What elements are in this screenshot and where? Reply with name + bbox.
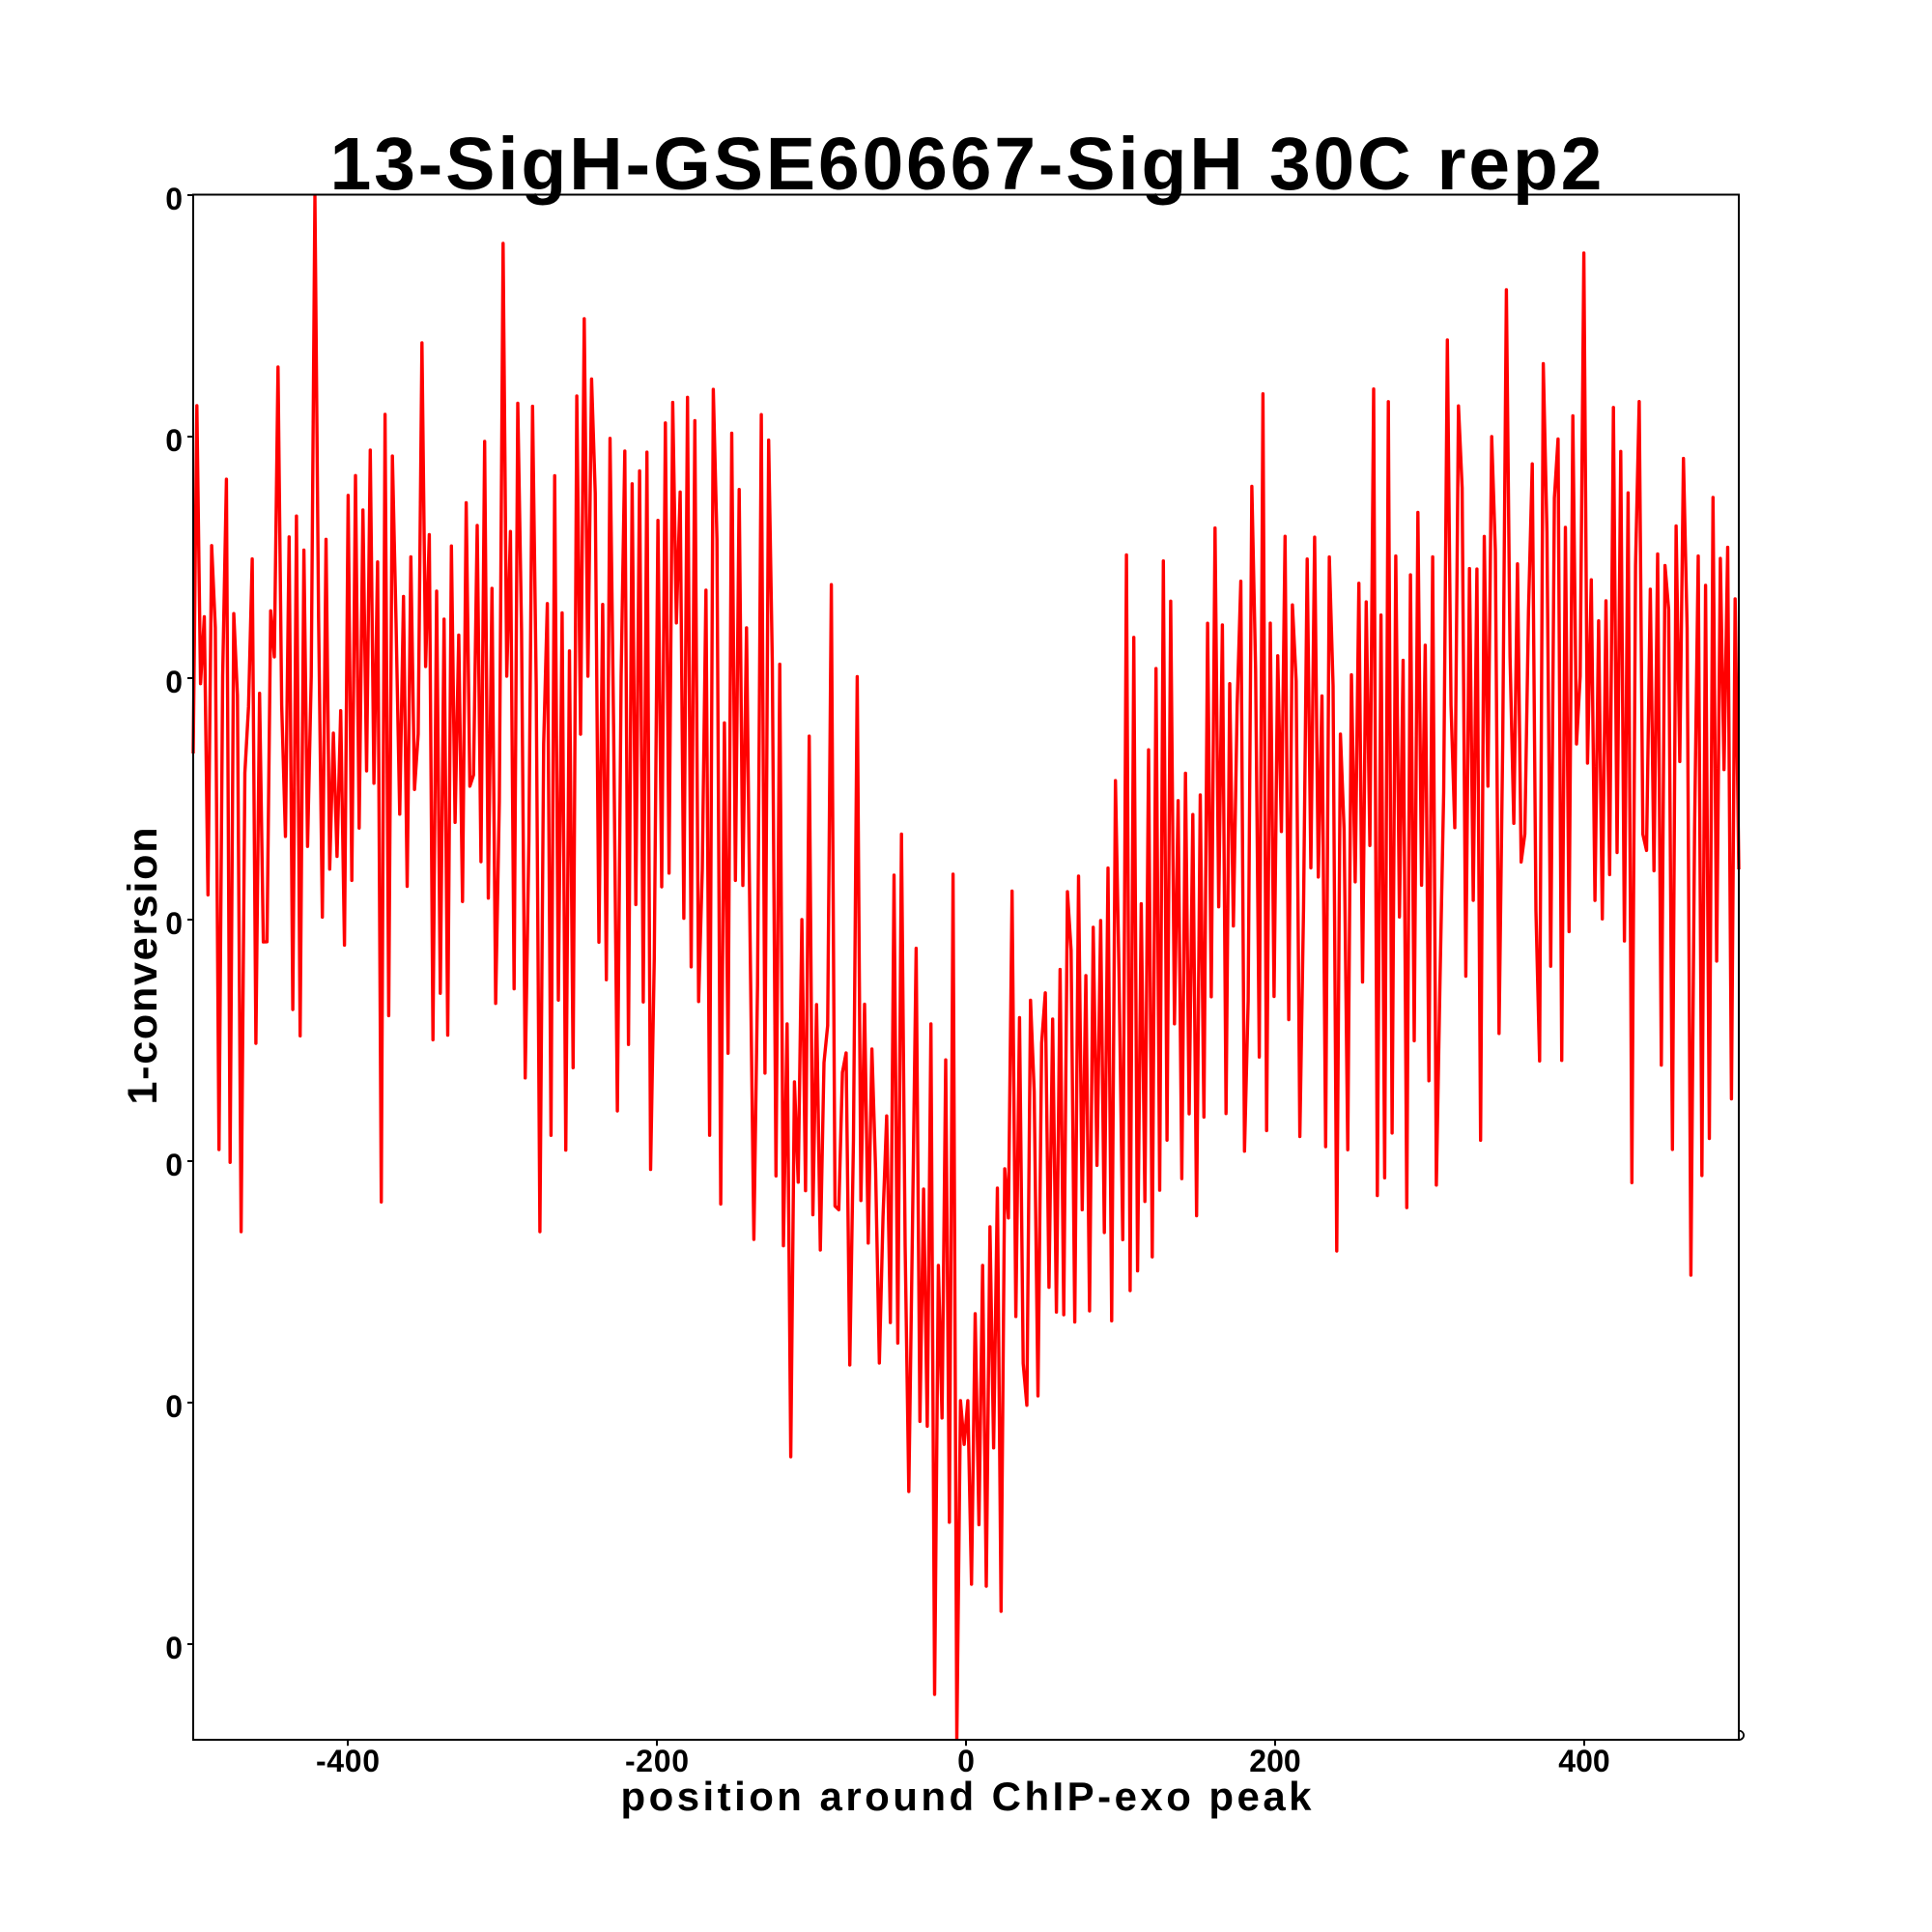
svg-text:0: 0	[165, 1631, 183, 1665]
svg-text:0: 0	[957, 1744, 975, 1778]
svg-text:400: 400	[1558, 1744, 1609, 1778]
svg-text:200: 200	[1249, 1744, 1300, 1778]
svg-text:0: 0	[165, 182, 183, 216]
svg-text:0: 0	[165, 1148, 183, 1182]
svg-text:-400: -400	[316, 1744, 380, 1778]
svg-text:1-conversion: 1-conversion	[120, 828, 166, 1105]
svg-text:0: 0	[165, 906, 183, 941]
svg-text:0: 0	[165, 665, 183, 699]
svg-text:0: 0	[165, 1389, 183, 1424]
svg-text:position around ChIP-exo peak: position around ChIP-exo peak	[621, 1774, 1313, 1819]
svg-text:-200: -200	[625, 1744, 689, 1778]
svg-text:0: 0	[165, 423, 183, 458]
svg-text:13-SigH-GSE60667-SigH 30C rep2: 13-SigH-GSE60667-SigH 30C rep2	[330, 123, 1603, 206]
